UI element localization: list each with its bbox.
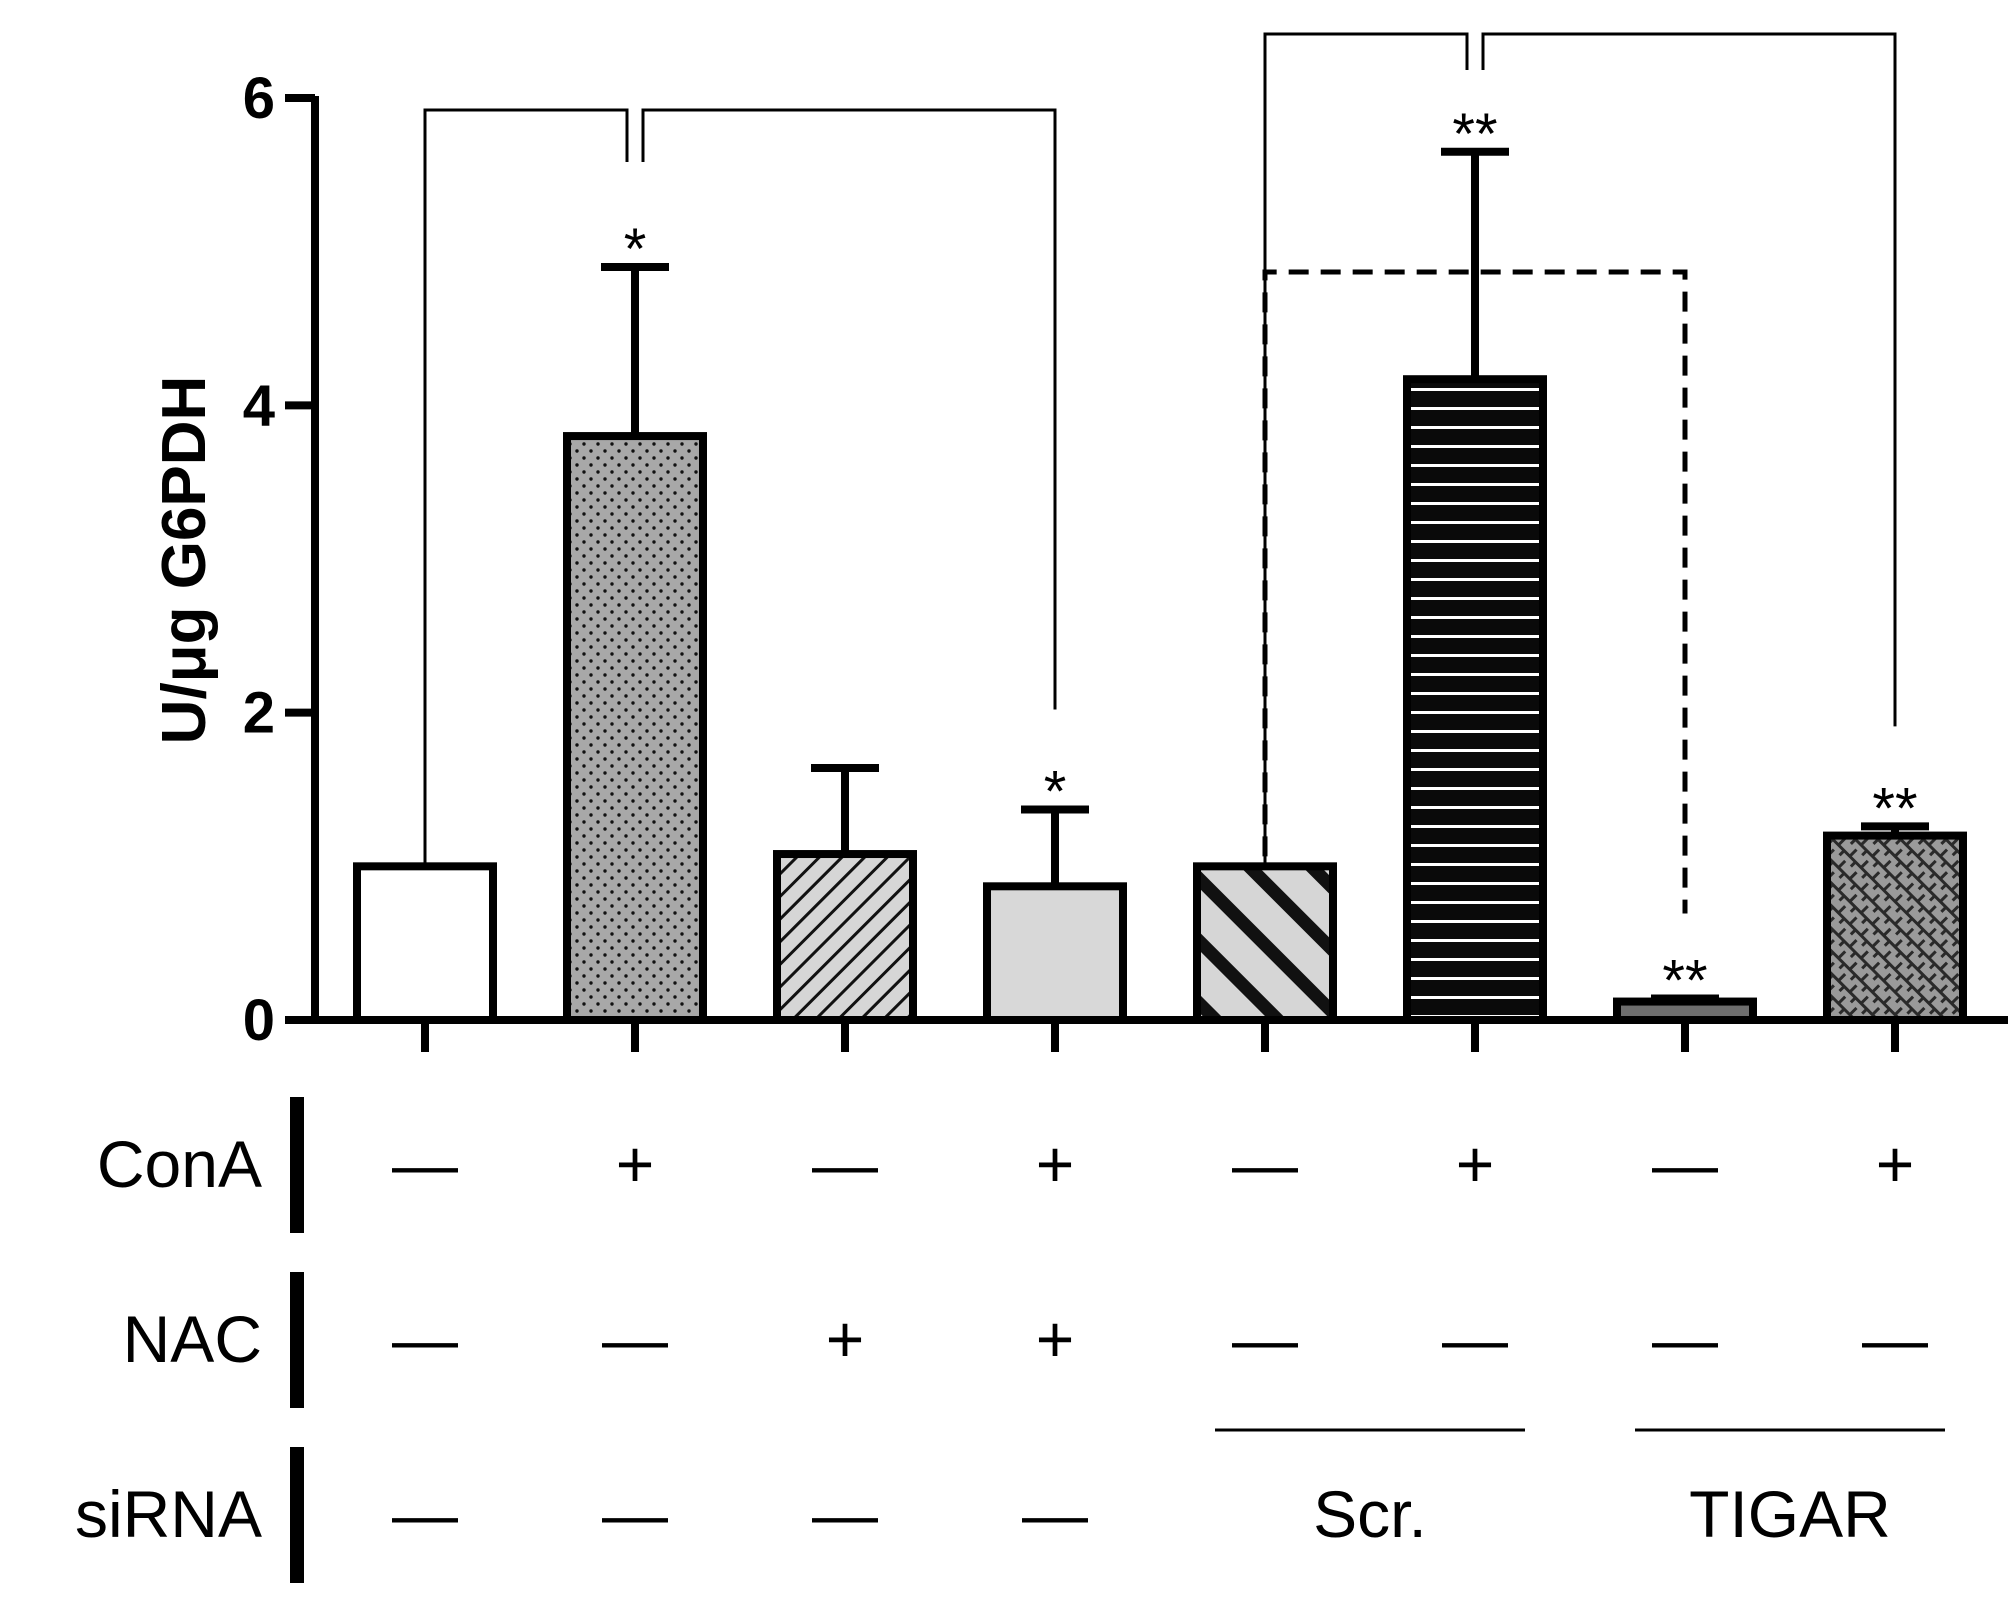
- bar-2: [563, 432, 707, 1025]
- y-tick-label: 6: [243, 66, 275, 131]
- condition-value: —: [602, 1302, 668, 1376]
- condition-value: —: [1862, 1302, 1928, 1376]
- bar-5: [1193, 862, 1337, 1024]
- bracket-5: [1262, 269, 1688, 914]
- group-label-tigar: TIGAR: [1689, 1477, 1891, 1551]
- y-tick-label: 0: [243, 988, 275, 1053]
- y-axis-title: U/μg G6PDH: [150, 376, 219, 745]
- bars: [353, 375, 1967, 1025]
- condition-value: —: [812, 1477, 878, 1551]
- bracket-1: [423, 108, 629, 867]
- condition-value: —: [1652, 1127, 1718, 1201]
- bracket-4: [1481, 32, 1897, 727]
- condition-value: —: [392, 1127, 458, 1201]
- condition-value: +: [1036, 1302, 1075, 1376]
- y-tick-label: 4: [243, 373, 275, 438]
- bar-8: [1823, 831, 1967, 1024]
- condition-value: —: [1652, 1302, 1718, 1376]
- condition-value: +: [1456, 1127, 1495, 1201]
- significance-label: *: [624, 217, 647, 282]
- condition-value: —: [392, 1477, 458, 1551]
- condition-value: —: [1442, 1302, 1508, 1376]
- y-axis: 0 2 4 6: [243, 66, 319, 1053]
- bar-6: [1403, 375, 1547, 1024]
- condition-label-cona: ConA: [97, 1127, 262, 1201]
- condition-value: +: [826, 1302, 865, 1376]
- condition-value: —: [1232, 1302, 1298, 1376]
- bar-1: [353, 862, 497, 1024]
- condition-label-sirna: siRNA: [75, 1477, 262, 1551]
- condition-value: —: [812, 1127, 878, 1201]
- condition-value: +: [1876, 1127, 1915, 1201]
- bracket-2: [641, 108, 1057, 710]
- error-bars: [601, 147, 1929, 1003]
- significance-label: **: [1662, 948, 1707, 1013]
- condition-value: —: [1232, 1127, 1298, 1201]
- significance-brackets: [423, 32, 1897, 914]
- significance-label: **: [1872, 776, 1917, 841]
- condition-label-nac: NAC: [123, 1302, 262, 1376]
- bracket-3: [1263, 32, 1469, 867]
- significance-label: *: [1044, 759, 1067, 824]
- group-label-scr: Scr.: [1313, 1477, 1427, 1551]
- condition-value: —: [1022, 1477, 1088, 1551]
- condition-value: —: [392, 1302, 458, 1376]
- condition-value: —: [602, 1477, 668, 1551]
- condition-value: +: [616, 1127, 655, 1201]
- y-tick-label: 2: [243, 681, 275, 746]
- bar-4: [983, 882, 1127, 1024]
- condition-table: ConA — + — + — + — + NAC — — + + — — — — siRNA — — — — Scr. TIGA…: [75, 1097, 1945, 1583]
- bar-3: [773, 850, 917, 1024]
- x-axis: [311, 1016, 2008, 1052]
- significance-label: **: [1452, 102, 1497, 167]
- significance-labels: ********: [624, 102, 1918, 1014]
- condition-value: +: [1036, 1127, 1075, 1201]
